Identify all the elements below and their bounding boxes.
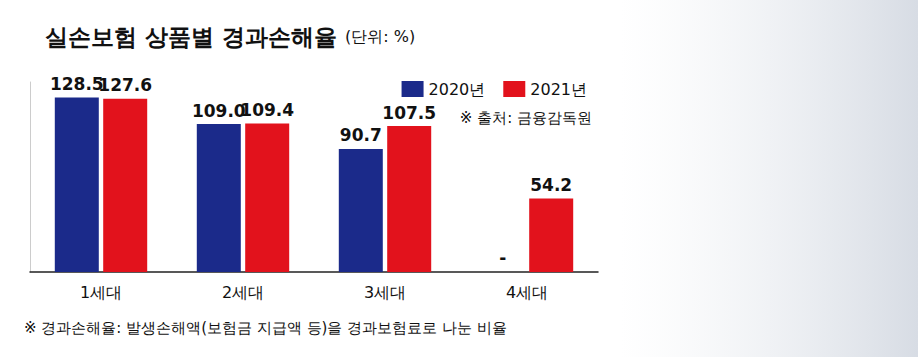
svg-text:2020년: 2020년 [429,80,486,99]
svg-text:2세대: 2세대 [222,283,264,302]
svg-text:※ 경과손해율: 발생손해액(보험금 지급액 등)을 경과보: ※ 경과손해율: 발생손해액(보험금 지급액 등)을 경과보험료로 나눈 비율 [24,319,507,337]
svg-text:54.2: 54.2 [530,175,572,195]
svg-text:127.6: 127.6 [98,75,152,95]
svg-text:(단위: %): (단위: %) [345,27,415,46]
svg-text:3세대: 3세대 [364,283,406,302]
svg-text:90.7: 90.7 [340,125,382,145]
svg-text:※ 출처: 금융감독원: ※ 출처: 금융감독원 [460,109,592,127]
svg-text:4세대: 4세대 [506,283,548,302]
svg-text:실손보험 상품별 경과손해율: 실손보험 상품별 경과손해율 [45,24,345,50]
svg-text:109.0: 109.0 [192,101,246,121]
svg-text:-: - [499,248,506,268]
svg-text:128.5: 128.5 [50,74,104,94]
svg-text:1세대: 1세대 [80,283,122,302]
svg-text:107.5: 107.5 [382,103,436,123]
svg-text:2021년: 2021년 [530,80,587,99]
svg-text:109.4: 109.4 [240,100,294,120]
